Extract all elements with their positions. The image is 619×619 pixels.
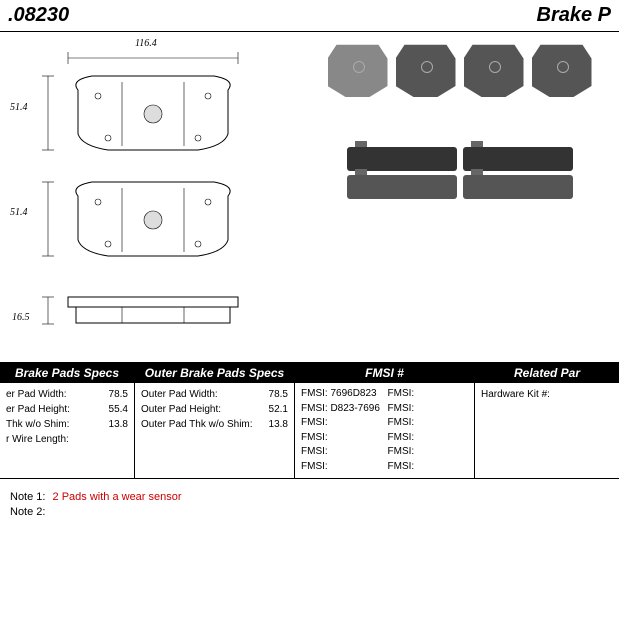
- fmsi-cell: FMSI:: [301, 431, 382, 446]
- spec-line: er Pad Width: 78.5: [6, 387, 128, 402]
- dim-width-top: 116.4: [135, 38, 157, 49]
- spec-label: Thk w/o Shim:: [6, 417, 69, 432]
- photo-row-side: [308, 147, 611, 199]
- diagram-column: 116.4 51.4 51.4 16.5: [0, 32, 300, 362]
- outer-specs-header: Outer Brake Pads Specs: [135, 363, 294, 383]
- fmsi-cell: FMSI:: [301, 445, 382, 460]
- spec-label: Outer Pad Height:: [141, 402, 221, 417]
- main-area: 116.4 51.4 51.4 16.5: [0, 32, 619, 362]
- part-number: .08230: [8, 4, 69, 27]
- pad-diagram: [8, 42, 288, 352]
- outer-specs-col: Outer Brake Pads Specs Outer Pad Width: 7…: [135, 363, 295, 478]
- spec-label: Hardware Kit #:: [481, 387, 550, 402]
- pad-side-photo: [463, 175, 573, 199]
- related-col: Related Par Hardware Kit #:: [475, 363, 619, 478]
- spec-value: 55.4: [109, 402, 128, 417]
- specs-row: Brake Pads Specs er Pad Width:78.5er Pad…: [0, 362, 619, 478]
- spec-label: Outer Pad Width:: [141, 387, 218, 402]
- fmsi-cell: FMSI:: [388, 431, 469, 446]
- fmsi-cell: FMSI:: [388, 416, 469, 431]
- spec-value: 78.5: [109, 387, 128, 402]
- spec-line: er Pad Height: 55.4: [6, 402, 128, 417]
- fmsi-cell: FMSI:: [388, 445, 469, 460]
- note-1-text: 2 Pads with a wear sensor: [53, 491, 182, 503]
- spec-line: Outer Pad Width: 78.5: [141, 387, 288, 402]
- dim-height-b: 51.4: [10, 207, 28, 218]
- spec-line: Thk w/o Shim: 13.8: [6, 417, 128, 432]
- pad-side-photo: [347, 147, 457, 171]
- note-2: Note 2:: [10, 506, 609, 518]
- fmsi-cell: FMSI: 7696D823: [301, 387, 382, 402]
- pad-side-photo: [463, 147, 573, 171]
- pad-photo: [396, 42, 456, 97]
- photo-row-top: [308, 42, 611, 97]
- fmsi-cell: FMSI:: [301, 416, 382, 431]
- spec-line: Outer Pad Height: 52.1: [141, 402, 288, 417]
- fmsi-cell: FMSI:: [388, 460, 469, 475]
- spec-label: er Pad Width:: [6, 387, 67, 402]
- spec-value: 78.5: [269, 387, 288, 402]
- fmsi-col: FMSI # FMSI: 7696D823FMSI:FMSI: D823-769…: [295, 363, 475, 478]
- header-bar: .08230 Brake P: [0, 0, 619, 32]
- page-title: Brake P: [537, 4, 612, 27]
- spec-line: Outer Pad Thk w/o Shim: 13.8: [141, 417, 288, 432]
- pad-photo: [328, 42, 388, 97]
- notes-section: Note 1: 2 Pads with a wear sensor Note 2…: [0, 478, 619, 527]
- inner-specs-col: Brake Pads Specs er Pad Width:78.5er Pad…: [0, 363, 135, 478]
- fmsi-cell: FMSI:: [301, 460, 382, 475]
- pad-photo: [532, 42, 592, 97]
- pad-side-photo: [347, 175, 457, 199]
- fmsi-header: FMSI #: [295, 363, 474, 383]
- spec-value: 52.1: [269, 402, 288, 417]
- spec-value: 13.8: [269, 417, 288, 432]
- dim-thickness: 16.5: [12, 312, 30, 323]
- related-header: Related Par: [475, 363, 619, 383]
- photo-column: [300, 32, 619, 362]
- spec-line: Hardware Kit #:: [481, 387, 613, 402]
- spec-line: r Wire Length:: [6, 432, 128, 447]
- inner-specs-header: Brake Pads Specs: [0, 363, 134, 383]
- spec-value: 13.8: [109, 417, 128, 432]
- fmsi-cell: FMSI: D823-7696: [301, 402, 382, 417]
- spec-label: Outer Pad Thk w/o Shim:: [141, 417, 253, 432]
- note-1-label: Note 1:: [10, 491, 45, 503]
- fmsi-cell: FMSI:: [388, 387, 469, 402]
- dim-height-a: 51.4: [10, 102, 28, 113]
- note-2-label: Note 2:: [10, 506, 45, 518]
- spec-label: r Wire Length:: [6, 432, 69, 447]
- note-1: Note 1: 2 Pads with a wear sensor: [10, 491, 609, 503]
- fmsi-cell: FMSI:: [388, 402, 469, 417]
- spec-label: er Pad Height:: [6, 402, 70, 417]
- pad-photo: [464, 42, 524, 97]
